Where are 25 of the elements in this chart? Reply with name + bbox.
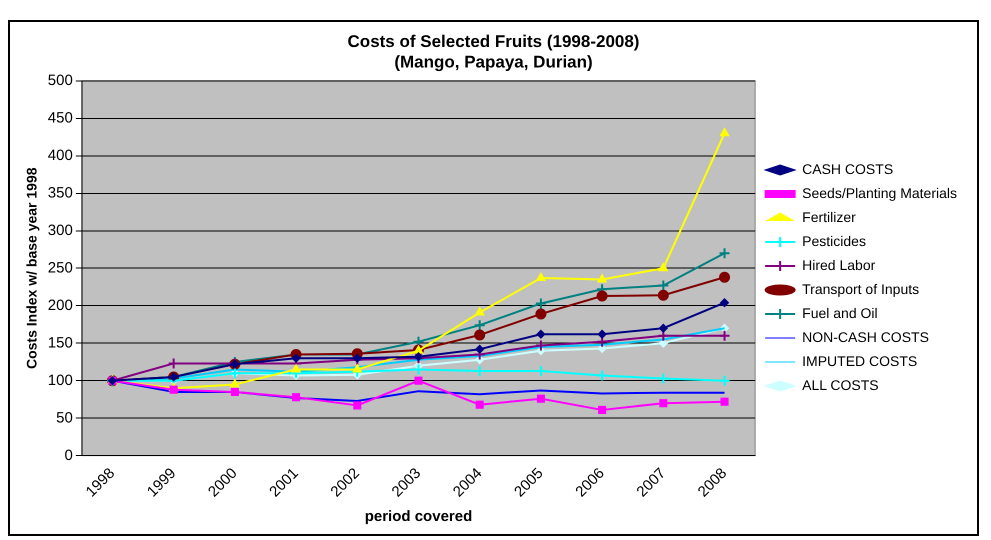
legend-label: ALL COSTS (802, 376, 879, 393)
legend-label: Hired Labor (802, 256, 876, 273)
legend-label: Seeds/Planting Materials (802, 184, 958, 201)
text: Costs of Selected Fruits (1998-2008) (348, 32, 640, 51)
y-tick-label: 350 (48, 184, 73, 202)
y-tick-label: 250 (48, 259, 73, 276)
legend-label: Fuel and Oil (802, 304, 878, 321)
legend-label: Pesticides (802, 232, 866, 249)
legend-label: CASH COSTS (802, 160, 894, 177)
legend-label: Fertilizer (802, 208, 856, 225)
y-tick-label: 500 (48, 72, 73, 89)
y-tick-label: 450 (48, 109, 73, 126)
text: (Mango, Papaya, Durian) (394, 52, 593, 72)
y-tick-label: 200 (48, 296, 73, 314)
legend-label: NON-CASH COSTS (802, 328, 929, 345)
y-tick-label: 300 (48, 222, 73, 239)
x-axis-title: period covered (364, 508, 472, 526)
y-tick-label: 100 (48, 372, 73, 389)
legend-label: Transport of Inputs (802, 280, 920, 297)
y-axis-title: Costs Index w/ base year 1998 (23, 167, 40, 370)
y-tick-label: 50 (56, 409, 73, 426)
y-tick-label: 0 (64, 446, 73, 464)
y-tick-label: 150 (48, 334, 73, 352)
legend-label: IMPUTED COSTS (802, 352, 918, 369)
y-tick-label: 400 (48, 146, 73, 164)
